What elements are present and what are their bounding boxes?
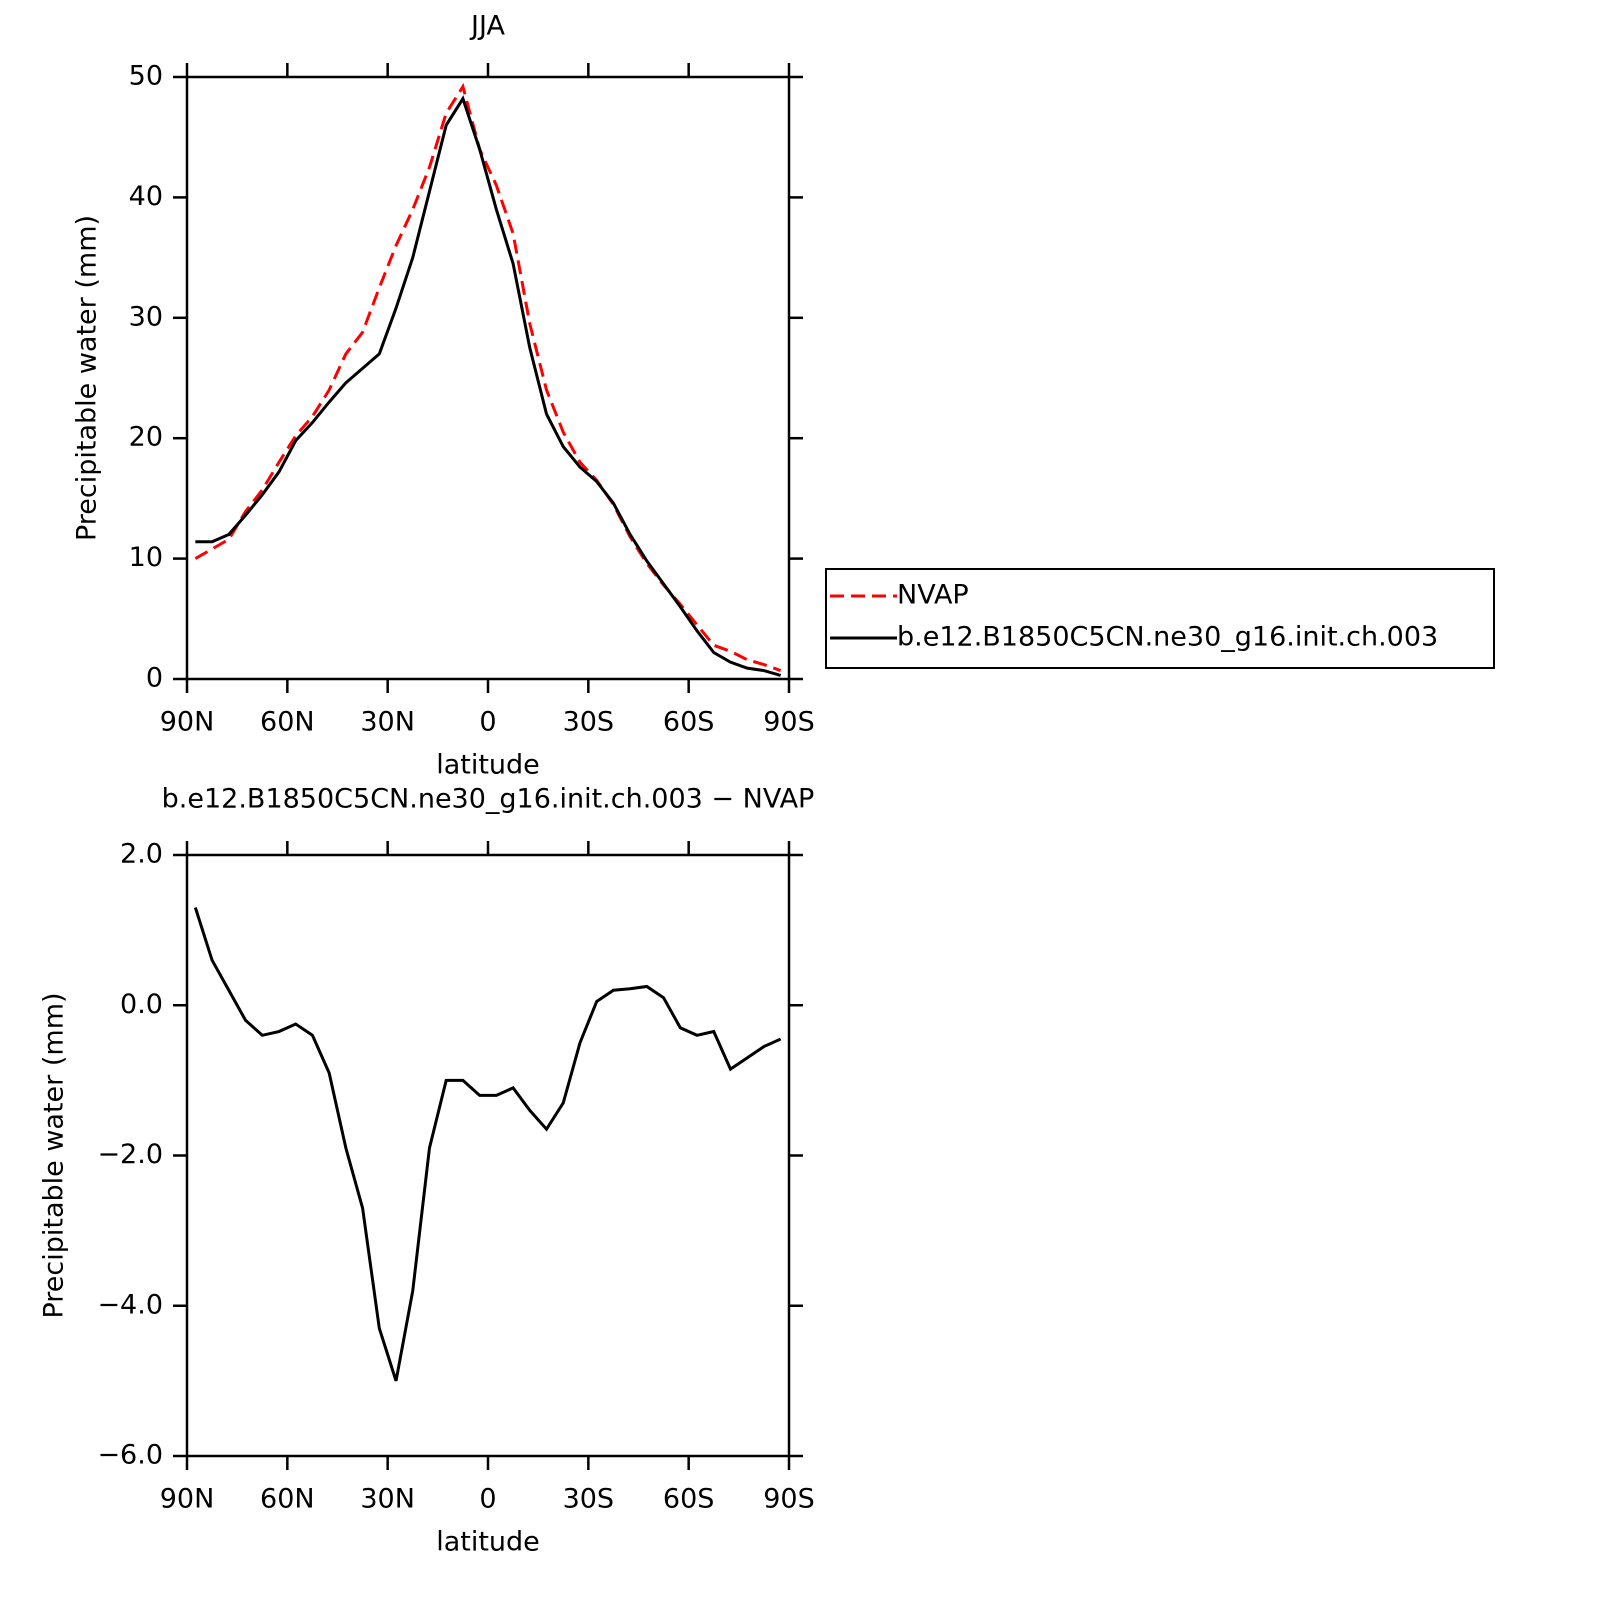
data-line [194, 82, 782, 672]
y-tick-label: 20 [129, 422, 163, 453]
plot-frame [185, 853, 791, 1458]
x-tick-label: 30N [360, 1484, 415, 1515]
legend-label: NVAP [897, 580, 969, 611]
chart-title: JJA [469, 11, 505, 42]
x-axis-label: latitude [436, 750, 540, 781]
legend-label: b.e12.B1850C5CN.ne30_g16.init.ch.003 [897, 622, 1438, 653]
x-tick-label: 60N [260, 707, 315, 738]
plot-frame [185, 75, 791, 681]
y-tick-label: 50 [129, 61, 163, 92]
x-tick-label: 0 [479, 1484, 496, 1515]
x-tick-label: 90N [160, 707, 215, 738]
chart-title: b.e12.B1850C5CN.ne30_g16.init.ch.003 − N… [162, 784, 815, 815]
y-tick-label: 30 [129, 301, 163, 332]
x-tick-label: 0 [479, 707, 496, 738]
y-tick-label: 2.0 [120, 839, 163, 870]
y-tick-label: 0.0 [120, 989, 163, 1020]
y-tick-label: −2.0 [97, 1139, 163, 1170]
x-tick-label: 90S [763, 1484, 815, 1515]
x-tick-label: 60S [663, 707, 715, 738]
y-axis-label: Precipitable water (mm) [72, 215, 103, 541]
x-tick-label: 30S [563, 1484, 615, 1515]
data-line [193, 907, 782, 1382]
x-tick-label: 90N [160, 1484, 215, 1515]
x-tick-label: 30N [360, 707, 415, 738]
y-tick-label: 0 [146, 663, 163, 694]
x-axis-label: latitude [436, 1527, 540, 1558]
y-tick-label: −4.0 [97, 1289, 163, 1320]
x-tick-label: 60N [260, 1484, 315, 1515]
x-tick-label: 90S [763, 707, 815, 738]
data-line [195, 95, 782, 677]
x-tick-label: 60S [663, 1484, 715, 1515]
y-tick-label: −6.0 [97, 1440, 163, 1471]
legend-box [825, 568, 1495, 669]
y-axis-label: Precipitable water (mm) [39, 992, 70, 1318]
y-tick-label: 10 [129, 542, 163, 573]
x-tick-label: 30S [563, 707, 615, 738]
y-tick-label: 40 [129, 181, 163, 212]
